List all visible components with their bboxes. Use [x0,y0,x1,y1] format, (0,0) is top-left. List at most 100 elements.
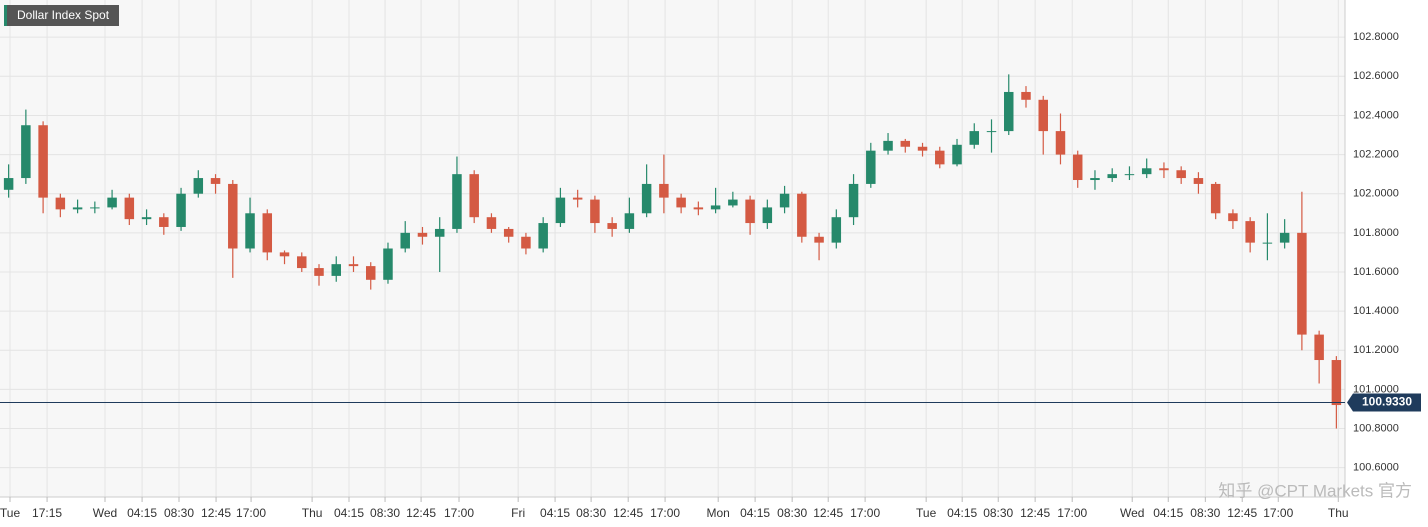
y-tick-label: 102.4000 [1353,109,1399,121]
candle-body [797,193,807,237]
candle-body [1159,168,1169,171]
candle-body [814,236,824,243]
x-tick-label: 04:15 [127,506,157,520]
watermark: 知乎 @CPT Markets 官方 [1218,481,1412,500]
candle-body [952,144,962,165]
candle-body [1004,91,1014,132]
x-tick-label: 08:30 [1190,506,1220,520]
x-tick-label: 17:00 [650,506,680,520]
candle-body [279,252,290,257]
candle-body [831,217,842,243]
chart-title: Dollar Index Spot [17,8,110,22]
candle-body [1245,221,1255,243]
y-tick-label: 101.6000 [1353,266,1399,278]
candle-body [590,199,600,224]
candle-body [607,223,617,229]
x-tick-label: Mon [707,506,730,520]
candle-body [417,232,428,237]
x-tick-label: 17:00 [850,506,880,520]
candle-body [1055,131,1066,155]
candle-body [572,197,583,200]
candle-body [21,125,31,179]
y-tick-label: 102.8000 [1353,31,1399,43]
y-tick-label: 100.6000 [1353,462,1399,474]
candle-body [986,131,997,133]
candle-body [1141,168,1152,175]
x-tick-label: 08:30 [370,506,400,520]
last-price-label: 100.9330 [1362,395,1412,409]
last-price-pointer [1347,393,1353,412]
y-tick-label: 102.2000 [1353,148,1399,160]
candle-body [917,146,928,151]
candle-body [55,197,66,210]
x-tick-label: 12:45 [813,506,843,520]
y-tick-label: 102.6000 [1353,70,1399,82]
y-tick-label: 102.0000 [1353,188,1399,200]
x-tick-label: Fri [511,506,525,520]
y-tick-label: 100.8000 [1353,422,1399,434]
candle-body [1107,174,1117,179]
candle-body [348,264,359,267]
candle-body [659,183,669,198]
candle-body [779,193,790,208]
candle-body [883,140,893,151]
candle-body [728,199,738,206]
candle-body [107,197,117,208]
candle-body [3,178,14,190]
candle-body [900,140,911,147]
x-tick-label: 12:45 [406,506,436,520]
candle-body [1314,334,1324,361]
candle-body [90,207,100,209]
candle-body [1193,178,1204,184]
candle-body [624,213,635,229]
candle-body [452,174,462,229]
candle-body [676,197,686,208]
x-tick-label: Tue [0,506,20,520]
candle-body [469,174,479,218]
x-tick-label: 12:45 [1020,506,1050,520]
x-tick-label: 08:30 [983,506,1013,520]
candle-body [486,217,497,229]
x-tick-label: 08:30 [576,506,606,520]
candle-body [400,232,410,249]
candle-body [1072,154,1083,181]
candle-body [141,217,152,220]
candle-body [1262,242,1273,244]
candle-body [124,197,135,220]
labels: 100.6000 100.8000 101.0000 101.2000 101.4000… [0,31,1421,520]
x-tick-label: Wed [93,506,117,520]
candle-body [245,213,255,249]
x-tick-label: 04:15 [740,506,770,520]
candle-body [72,207,83,210]
plot-background [0,0,1345,497]
candle-body [521,236,531,249]
candle-body [745,199,755,224]
x-tick-label: 04:15 [1153,506,1183,520]
grid [0,0,1345,497]
candle-body [969,131,980,145]
candles [3,74,1342,429]
candle-body [1279,232,1290,243]
candle-body [176,193,186,227]
candle-body [1090,178,1100,181]
x-tick-label: 12:45 [613,506,643,520]
x-tick-label: 17:00 [1057,506,1087,520]
candle-body [762,207,773,224]
x-tick-label: Tue [916,506,937,520]
x-tick-label: 04:15 [540,506,570,520]
candle-body [193,178,204,194]
x-tick-label: Thu [1328,506,1349,520]
y-tick-label: 101.2000 [1353,344,1399,356]
candle-body [297,256,307,269]
candle-body [538,223,548,249]
candle-body [1124,174,1135,176]
candle-body [693,207,704,210]
candle-body [434,228,445,237]
candle-body [866,150,876,184]
candle-body [38,125,48,198]
candle-body [1176,170,1186,179]
candle-body [314,268,324,276]
candle-body [1038,99,1048,132]
candle-body [555,197,566,224]
